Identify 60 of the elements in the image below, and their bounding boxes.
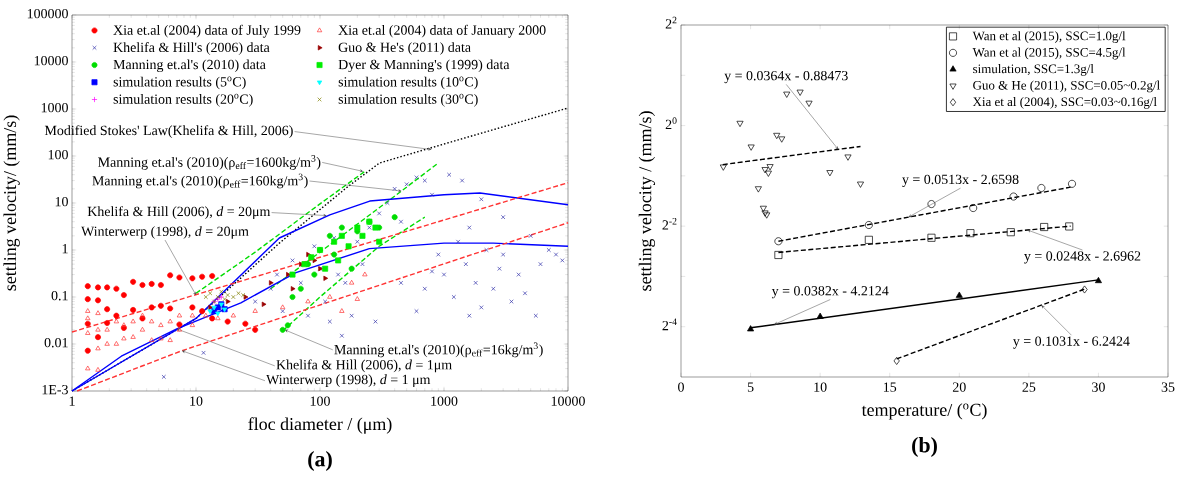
x-tick-label: 5 [747,382,754,392]
x-tick-label: 10 [190,396,203,406]
x-tick-label: 35 [1161,382,1175,392]
annotation: y = 0.0513x - 2.6598 [902,174,1019,187]
y-tick-label: 2$^{0}$ [665,117,677,130]
y-tick-label: 2$^{2}$ [665,16,677,29]
legend-label: Manning et.al's (2010) data [113,59,266,73]
annotation: Manning et.al's (2010)(ρ$_{eff}$=1600kg/m$^{3}$) [98,155,321,170]
annotation: y = 0.0382x - 4.2124 [771,286,889,299]
legend-label: Khelifa & Hill's (2006) data [113,42,270,55]
legend-label: Guo & He's (2011) data [338,42,471,55]
legend-label: Xia et.al (2004) data of July 1999 [113,24,301,38]
text: (b) [912,437,937,457]
y-tick-label: 100 [48,149,68,160]
y-tick-label: 2$^{-4}$ [662,318,677,331]
annotation: Manning et.al's (2010)(ρ$_{eff}$=160kg/m$^{3}$) [92,173,308,189]
y-tick-label: 1E-3 [42,384,68,395]
x-tick-label: 1000 [431,396,458,406]
legend-label: simulation results (10$^{o}$C) [338,76,478,90]
legend-label: simulation results (20$^{o}$C) [113,93,253,107]
annotation: Khelifa & Hill (2006), d = 20μm [87,206,271,219]
annotation: Khelifa & Hill (2006), d = 1μm [276,359,452,373]
x-tick-label: 100 [310,396,330,406]
legend-label: Wan et al (2015), SSC=1.0g/l [972,31,1126,43]
y-tick-label: 10 [55,196,68,207]
x-tick-label: 30 [1092,382,1105,392]
legend-label: Dyer & Manning's (1999) data [338,59,510,73]
y-tick-label: 100000 [27,8,68,19]
y-tick-label: 10000 [34,55,68,66]
y-tick-label: 1 [62,243,68,254]
legend-label: simulation, SSC=1.3g/l [973,64,1094,76]
y-axis-title: settling velocity / (mm/s) [638,111,656,291]
legend-label: simulation results (5$^{o}$C) [113,76,246,90]
annotation: y = 0.0248x - 2.6962 [1024,251,1141,264]
x-tick-label: 10 [814,382,827,392]
text: (a) [308,451,332,471]
x-axis-title: floc diameter / (μm) [248,417,392,434]
legend-label: Guo & He (2011), SSC=0.05~0.2g/l [973,80,1160,93]
y-tick-label: 2$^{-2}$ [662,217,677,230]
y-axis-title: settling velocity/ (mm/s) [3,115,20,291]
annotation: Manning et.al's (2010)(ρ$_{eff}$=16kg/m$^{3}$) [334,342,543,358]
y-tick-label: 1000 [41,102,68,113]
annotation: y = 0.0364x - 0.88473 [724,70,848,84]
annotation: Winterwerp (1998), d = 1 μm [266,374,431,388]
x-tick-label: 0 [678,382,684,392]
legend-label: Xia et al (2004), SSC=0.03~0.16g/l [972,97,1157,109]
legend-label: simulation results (30$^{o}$C) [338,93,478,107]
legend-label: Xia et.al (2004) data of January 2000 [338,24,546,38]
y-tick-label: 0.01 [44,337,68,348]
x-tick-label: 10000 [551,396,585,406]
y-tick-label: 0.1 [51,290,68,301]
x-tick-label: 20 [952,382,966,392]
x-axis-title: temperature/ ($^{o}$C) [861,403,987,420]
x-tick-label: 1 [69,396,75,406]
annotation: Modified Stokes' Law(Khelifa & Hill, 2006) [44,125,293,138]
legend-label: Wan et al (2015), SSC=4.5g/l [972,47,1126,60]
x-tick-label: 25 [1022,382,1036,392]
annotation: y = 0.1031x - 6.2424 [1013,336,1130,349]
annotation: Winterwerp (1998), d = 20μm [81,226,249,239]
x-tick-label: 15 [883,382,897,392]
